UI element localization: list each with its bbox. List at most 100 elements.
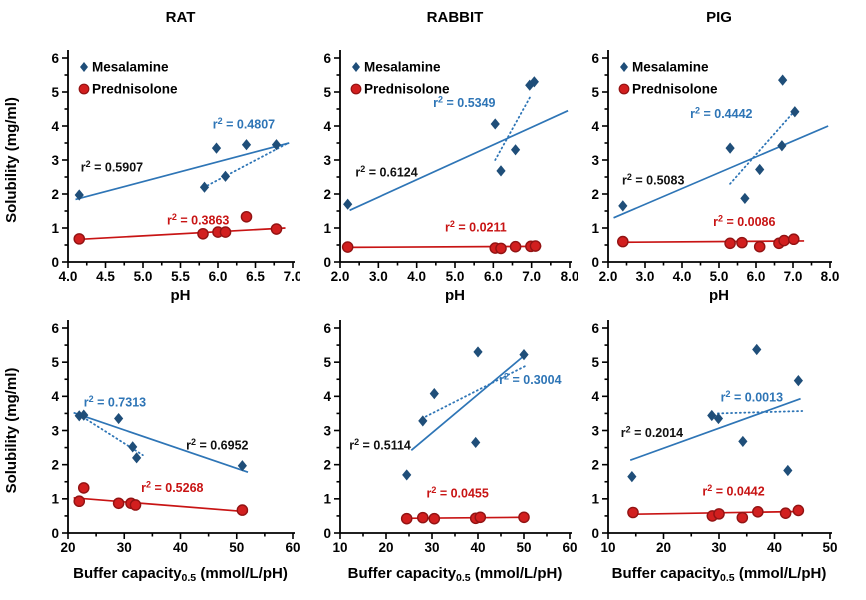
data-point-circle [617, 235, 629, 248]
x-axis-label: Buffer capacity0.5 (mmol/L/pH) [73, 565, 288, 584]
trendline-dotted [420, 364, 528, 420]
y-tick-label: 0 [51, 526, 59, 541]
data-point-diamond [790, 106, 800, 118]
y-tick-label: 2 [323, 187, 331, 202]
data-point-diamond [132, 452, 142, 464]
x-ticks: 20 30 40 50 60 [60, 533, 300, 555]
y-tick-label: 4 [323, 389, 331, 404]
data-point-diamond [783, 464, 793, 477]
data-point-circle [219, 226, 232, 238]
data-point-diamond [777, 140, 787, 152]
legend-item-label: Mesalamine [92, 60, 169, 75]
data-point-diamond [755, 163, 765, 176]
legend-diamond-icon [80, 62, 88, 72]
data-point-diamond [510, 144, 521, 156]
x-tick-label: 8.0 [561, 269, 578, 284]
x-tick-label: 60 [285, 540, 300, 555]
y-tick-label: 2 [591, 187, 599, 202]
y-tick-label: 5 [591, 355, 599, 370]
x-tick-label: 60 [562, 540, 577, 555]
series-prednisolone [73, 482, 249, 516]
y-ticks: 0 1 2 3 4 5 6 [323, 321, 340, 541]
r2-annotation: r2 = 0.3004 [499, 371, 561, 387]
data-point-diamond [74, 410, 84, 422]
data-point-circle [724, 237, 736, 250]
data-point-diamond [211, 142, 222, 154]
x-tick-label: 40 [767, 540, 782, 555]
data-point-circle [529, 240, 542, 252]
data-point-diamond [752, 343, 762, 356]
data-point-diamond [618, 200, 628, 212]
x-tick-label: 4.5 [96, 269, 115, 284]
r2-annotation: r2 = 0.5349 [433, 94, 495, 110]
data-point-circle [417, 511, 429, 524]
r2-annotation: r2 = 0.3863 [167, 212, 229, 228]
trendlines [75, 142, 290, 241]
x-ticks: 2.0 3.0 4.0 5.0 6.0 7.0 8.0 [599, 262, 840, 284]
data-point-circle [736, 511, 749, 524]
legend-circle-icon [350, 83, 362, 95]
data-point-diamond [79, 409, 89, 421]
data-point-circle [713, 508, 725, 520]
data-point-circle [792, 504, 805, 517]
data-point-circle [495, 242, 507, 255]
y-axis-label: Solubility (mg/ml) [3, 97, 20, 223]
x-tick-label: 6.5 [246, 269, 265, 284]
trendline-solid [347, 245, 542, 249]
data-point-circle [77, 482, 90, 494]
data-point-circle [778, 234, 790, 247]
y-tick-label: 0 [591, 255, 599, 270]
x-tick-label: 6.0 [209, 269, 228, 284]
x-tick-label: 40 [173, 540, 188, 555]
x-tick-label: 5.0 [134, 269, 153, 284]
annotations: r2 = 0.5083 r2 = 0.4442 r2 = 0.0086 [622, 105, 775, 229]
legend-item-label: Prednisolone [632, 82, 718, 97]
x-tick-label: 30 [711, 540, 726, 555]
annotations: r2 = 0.5114 r2 = 0.3004 r2 = 0.0455 [349, 371, 561, 500]
y-tick-label: 3 [51, 423, 59, 438]
trendlines [73, 411, 249, 513]
series-prednisolone [627, 504, 805, 524]
panel-rat-buffer: 20 30 40 50 60 0 1 2 3 4 5 6 Solubility (mg/ml) Buffe… [3, 320, 300, 584]
data-point-diamond [740, 192, 750, 205]
data-point-diamond [402, 469, 412, 481]
x-tick-label: 2.0 [331, 269, 350, 284]
x-tick-label: 8.0 [821, 269, 840, 284]
x-tick-label: 5.5 [171, 269, 190, 284]
data-point-circle [474, 511, 487, 524]
trendline-dotted [206, 142, 288, 187]
annotations: r2 = 0.2014 r2 = 0.0013 r2 = 0.0442 [621, 389, 783, 498]
r2-annotation: r2 = 0.0211 [445, 219, 507, 235]
legend: Mesalamine Prednisolone [78, 60, 178, 97]
panel-title: PIG [706, 9, 732, 26]
x-tick-label: 3.0 [369, 269, 388, 284]
r2-annotation: r2 = 0.5083 [622, 172, 684, 188]
r2-annotation: r2 = 0.0086 [713, 213, 775, 229]
trendline-dotted [716, 410, 804, 415]
x-tick-label: 4.0 [59, 269, 78, 284]
legend-item-label: Mesalamine [364, 60, 441, 75]
trendline-solid [613, 125, 829, 219]
y-ticks: 0 1 2 3 4 5 6 [591, 321, 608, 541]
y-tick-label: 2 [51, 187, 59, 202]
data-point-circle [428, 512, 441, 525]
y-tick-label: 6 [323, 321, 331, 336]
y-tick-label: 4 [323, 119, 331, 134]
data-point-circle [509, 240, 522, 253]
data-point-diamond [725, 142, 735, 154]
y-tick-label: 4 [591, 119, 599, 134]
r2-annotation: r2 = 0.4807 [213, 116, 275, 132]
x-tick-label: 3.0 [636, 269, 655, 284]
x-ticks: 4.0 4.5 5.0 5.5 6.0 6.5 7.0 [59, 262, 300, 284]
x-tick-label: 30 [424, 540, 439, 555]
panel-title: RABBIT [427, 9, 484, 26]
y-tick-label: 6 [591, 321, 599, 336]
x-tick-label: 6.0 [484, 269, 503, 284]
data-point-circle [73, 495, 86, 508]
data-point-circle [400, 512, 413, 525]
x-tick-label: 10 [600, 540, 615, 555]
y-ticks: 0 1 2 3 4 5 6 [51, 51, 68, 270]
data-point-circle [112, 497, 125, 510]
data-point-diamond [738, 435, 748, 448]
x-tick-label: 40 [470, 540, 485, 555]
